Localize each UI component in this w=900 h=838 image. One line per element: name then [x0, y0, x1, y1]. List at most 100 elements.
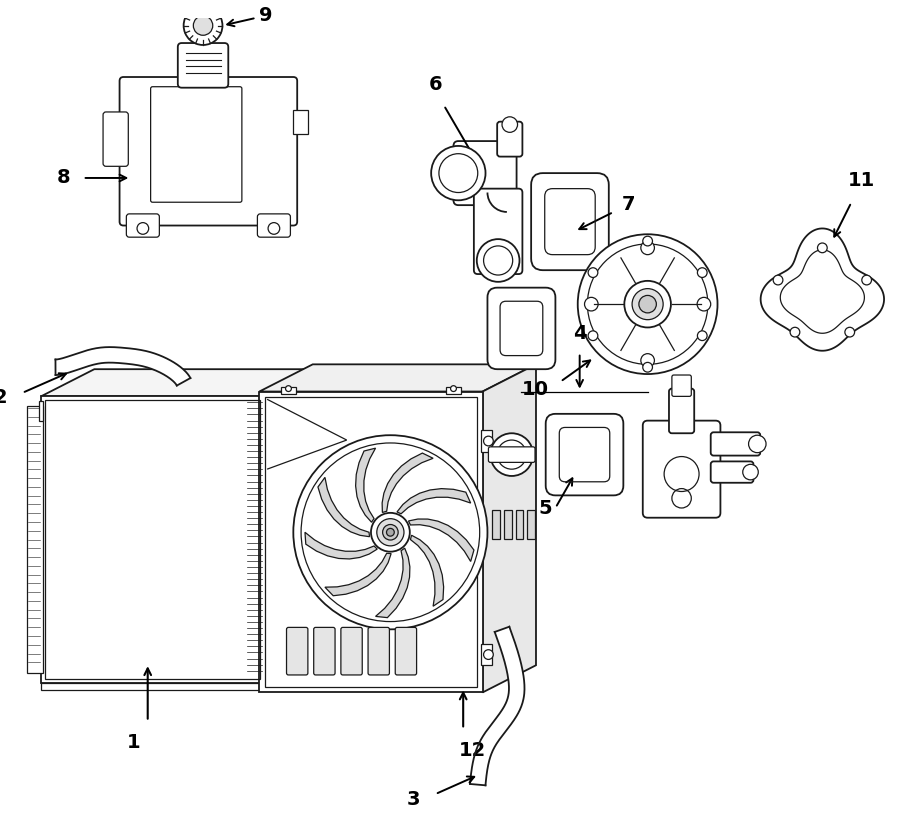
Polygon shape [325, 553, 392, 596]
FancyBboxPatch shape [395, 628, 417, 675]
Text: 10: 10 [522, 380, 549, 399]
Circle shape [643, 362, 652, 372]
FancyBboxPatch shape [314, 628, 335, 675]
Text: 11: 11 [848, 171, 875, 189]
Circle shape [588, 331, 598, 340]
Bar [492, 510, 500, 539]
FancyBboxPatch shape [488, 287, 555, 370]
Polygon shape [265, 370, 318, 683]
Circle shape [698, 297, 711, 311]
FancyBboxPatch shape [178, 43, 229, 88]
Circle shape [285, 385, 292, 391]
FancyBboxPatch shape [257, 214, 291, 237]
Circle shape [268, 223, 280, 235]
Polygon shape [305, 532, 377, 559]
Circle shape [137, 223, 148, 235]
Polygon shape [410, 535, 444, 606]
Polygon shape [40, 370, 318, 396]
Polygon shape [318, 478, 370, 536]
Text: 2: 2 [0, 388, 7, 407]
Polygon shape [760, 229, 884, 351]
Bar [481, 644, 492, 665]
Bar [27, 406, 43, 673]
Circle shape [625, 281, 670, 328]
Circle shape [483, 649, 493, 660]
FancyBboxPatch shape [126, 214, 159, 237]
Circle shape [451, 385, 456, 391]
Circle shape [382, 525, 398, 540]
Text: 5: 5 [539, 499, 553, 518]
Polygon shape [382, 453, 433, 513]
Circle shape [293, 435, 488, 629]
Text: 9: 9 [259, 7, 273, 25]
FancyBboxPatch shape [104, 112, 129, 166]
Circle shape [184, 6, 222, 45]
Circle shape [477, 239, 519, 282]
Bar [266, 397, 477, 686]
Bar [45, 401, 260, 679]
FancyBboxPatch shape [474, 189, 522, 274]
Bar [259, 391, 482, 692]
Circle shape [698, 268, 707, 277]
Polygon shape [482, 365, 536, 692]
Circle shape [862, 275, 871, 285]
Bar [516, 510, 524, 539]
Circle shape [817, 243, 827, 253]
FancyBboxPatch shape [643, 421, 720, 518]
Bar [40, 683, 265, 691]
Circle shape [431, 146, 485, 200]
Circle shape [641, 241, 654, 255]
Circle shape [588, 268, 598, 277]
Circle shape [584, 297, 598, 311]
FancyBboxPatch shape [341, 628, 362, 675]
Polygon shape [259, 365, 536, 391]
Circle shape [639, 296, 656, 313]
Circle shape [845, 328, 855, 337]
Circle shape [194, 16, 212, 35]
Text: 12: 12 [459, 741, 487, 760]
FancyBboxPatch shape [672, 375, 691, 396]
Polygon shape [56, 347, 191, 385]
Bar [39, 401, 43, 421]
Polygon shape [356, 448, 375, 522]
Circle shape [632, 288, 663, 319]
Circle shape [790, 328, 800, 337]
FancyBboxPatch shape [497, 122, 522, 157]
Circle shape [491, 433, 533, 476]
Bar [446, 386, 461, 395]
Circle shape [742, 464, 759, 480]
Text: 1: 1 [126, 733, 140, 753]
Circle shape [773, 275, 783, 285]
Circle shape [643, 236, 652, 246]
Bar [293, 110, 308, 134]
FancyBboxPatch shape [531, 173, 608, 270]
FancyBboxPatch shape [368, 628, 390, 675]
Bar [281, 386, 296, 395]
Polygon shape [409, 519, 474, 561]
FancyBboxPatch shape [489, 447, 535, 463]
Bar [481, 431, 492, 452]
Circle shape [483, 436, 493, 446]
Circle shape [377, 519, 404, 546]
Circle shape [698, 331, 707, 340]
FancyBboxPatch shape [545, 414, 624, 495]
Circle shape [578, 235, 717, 374]
FancyBboxPatch shape [120, 77, 297, 225]
Text: 3: 3 [407, 789, 420, 809]
Circle shape [371, 513, 410, 551]
Text: 7: 7 [622, 194, 635, 214]
Circle shape [502, 116, 518, 132]
Polygon shape [375, 548, 410, 618]
FancyBboxPatch shape [669, 389, 694, 433]
FancyBboxPatch shape [711, 432, 760, 456]
Text: 8: 8 [57, 168, 70, 188]
Bar [40, 396, 265, 683]
Polygon shape [397, 489, 471, 514]
Circle shape [641, 354, 654, 367]
Circle shape [386, 529, 394, 536]
FancyBboxPatch shape [711, 462, 753, 483]
Circle shape [749, 435, 766, 453]
FancyBboxPatch shape [454, 141, 517, 205]
Bar [504, 510, 512, 539]
Polygon shape [470, 627, 525, 785]
